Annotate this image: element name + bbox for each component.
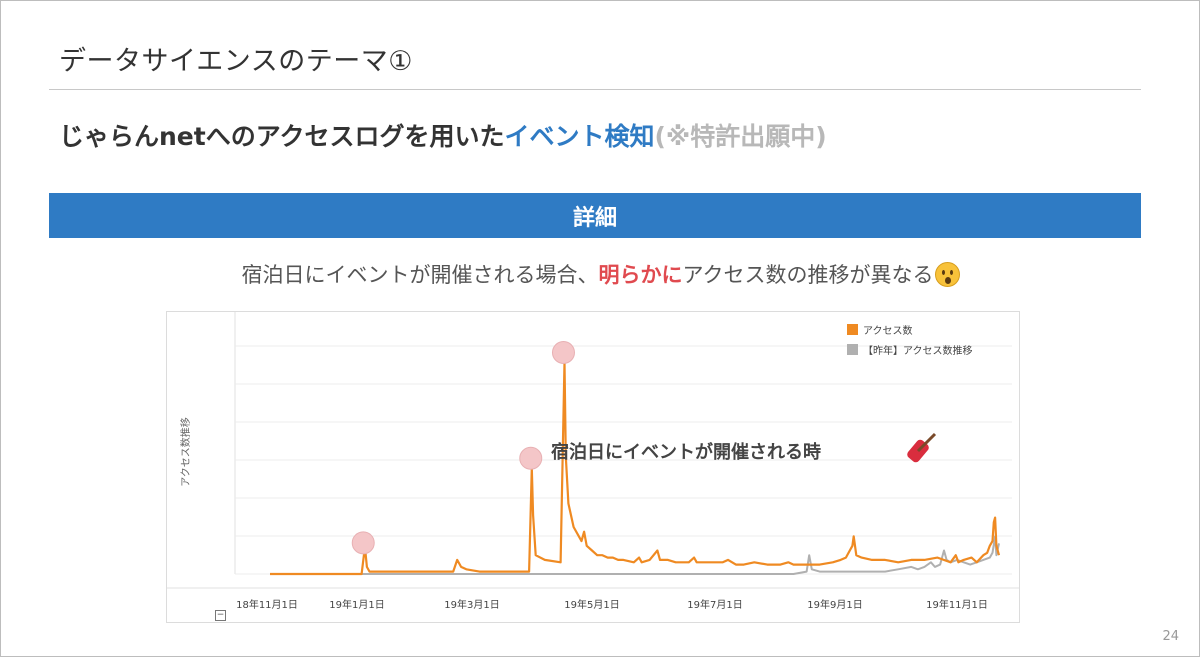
- legend-swatch: [847, 344, 858, 355]
- series-line-access: [270, 361, 1001, 576]
- x-tick-label: 18年11月1日: [236, 598, 298, 611]
- legend-swatch: [847, 324, 858, 335]
- x-tick-label: 19年5月1日: [564, 598, 619, 611]
- legend-label: 【昨年】アクセス数推移: [863, 344, 973, 357]
- desc-prefix: 宿泊日にイベントが開催される場合、: [241, 263, 599, 287]
- y-axis-label: アクセス数推移: [179, 417, 192, 487]
- desc-highlight: 明らかに: [598, 263, 683, 287]
- collapse-icon[interactable]: −: [215, 610, 226, 621]
- subtitle-prefix: じゃらんnetへのアクセスログを用いた: [59, 122, 505, 151]
- subtitle-highlight: イベント検知: [504, 122, 655, 151]
- x-tick-label: 19年1月1日: [329, 598, 384, 611]
- section-banner: 詳細: [49, 193, 1141, 238]
- event-marker: [351, 531, 375, 555]
- page-number: 24: [1162, 629, 1179, 644]
- x-tick-label: 19年3月1日: [444, 598, 499, 611]
- subtitle-note: (※特許出願中): [654, 122, 827, 151]
- description: 宿泊日にイベントが開催される場合、明らかにアクセス数の推移が異なる: [1, 259, 1200, 289]
- chart-panel: アクセス数推移 18年11月1日 19年1月1日 19年3月1日 19年5月1日 19年7…: [166, 311, 1020, 623]
- x-tick-label: 19年9月1日: [807, 598, 862, 611]
- desc-suffix: アクセス数の推移が異なる: [682, 263, 934, 287]
- event-annotation: 宿泊日にイベントが開催される時: [551, 441, 821, 463]
- astonished-face-icon: [935, 262, 961, 287]
- guitar-neck-icon: [916, 432, 937, 453]
- event-marker: [551, 341, 575, 364]
- x-tick-label: 19年11月1日: [926, 598, 988, 611]
- access-chart: アクセス数推移 18年11月1日 19年1月1日 19年3月1日 19年5月1日 19年7…: [167, 312, 1019, 611]
- slide-title: データサイエンスのテーマ①: [59, 46, 413, 77]
- event-marker: [519, 446, 543, 470]
- legend-label: アクセス数: [863, 324, 913, 337]
- x-tick-label: 19年7月1日: [687, 598, 742, 611]
- slide-subtitle: じゃらんnetへのアクセスログを用いたイベント検知(※特許出願中): [59, 117, 827, 153]
- title-divider: [49, 89, 1141, 90]
- series-line-last-year: [270, 535, 1000, 575]
